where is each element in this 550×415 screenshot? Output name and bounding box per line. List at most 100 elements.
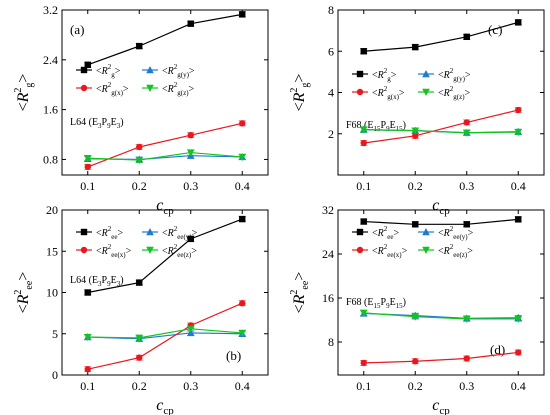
series-line: [363, 312, 519, 320]
data-point: [136, 354, 143, 361]
data-point: [135, 156, 144, 165]
y-tick-label: 1.6: [43, 103, 58, 117]
data-point: [239, 120, 246, 127]
chart-panel-4: 0.1 0.2 0.3 0.4 8 16 24 32 ccp <R2ee> (d) F68 (E15P…: [289, 203, 545, 415]
legend-marker: [146, 84, 154, 92]
legend-marker: [80, 84, 88, 92]
data-point: [411, 127, 420, 135]
x-tick-label: 0.3: [183, 379, 198, 393]
series-ee: [360, 216, 522, 228]
legend-marker: [356, 88, 364, 96]
data-point: [412, 358, 419, 365]
legend-entry: <R2g>: [372, 67, 397, 83]
y-tick-label: 8: [328, 335, 334, 349]
y-tick-label: 0: [52, 368, 58, 382]
legend-entry: <R2g(z)>: [438, 85, 471, 101]
y-tick-label: 20: [46, 203, 58, 217]
series-g: [360, 19, 522, 55]
data-point: [360, 359, 367, 367]
data-point: [238, 153, 247, 161]
y-tick-label: 5: [52, 327, 58, 341]
legend: <R2ee> <R2ee(y)> <R2ee(x)> <R2ee(z)>: [352, 225, 474, 259]
data-point: [411, 313, 420, 321]
chart-panel-2: 0.1 0.2 0.3 0.4 2 4 6 8 ccp <R2g> (c) F68 (E15P9E15…: [289, 3, 545, 217]
data-point: [136, 279, 143, 286]
data-point: [515, 106, 522, 114]
y-axis-label: <R2g>: [289, 74, 311, 112]
data-point: [239, 215, 246, 223]
series-line: [87, 218, 243, 294]
legend-marker: [146, 66, 154, 74]
series-line: [363, 351, 519, 364]
series-line: [87, 302, 243, 370]
data-point: [360, 48, 367, 55]
x-tick-label: 0.1: [356, 179, 371, 193]
panel-label: (a): [70, 22, 84, 37]
x-tick-label: 0.2: [408, 379, 423, 393]
legend-marker: [422, 70, 430, 78]
legend-entry: <R2g(y)>: [438, 67, 471, 83]
x-tick-label: 0.1: [80, 179, 95, 193]
y-tick-label: 10: [46, 286, 58, 300]
legend-entry: <R2g(z)>: [162, 81, 195, 97]
y-axis-label: <R2ee>: [13, 272, 35, 314]
x-tick-label: 0.3: [459, 179, 474, 193]
data-point: [135, 334, 144, 342]
legend-entry: <R2ee(y)>: [162, 225, 198, 241]
data-point: [186, 325, 195, 333]
data-point: [360, 218, 367, 225]
y-tick-label: 24: [322, 247, 334, 261]
x-tick-label: 0.2: [132, 179, 147, 193]
data-point: [84, 61, 91, 68]
data-point: [83, 333, 92, 342]
data-point: [359, 309, 368, 317]
data-point: [83, 154, 92, 163]
legend-marker: [422, 88, 430, 96]
x-tick-label: 0.4: [235, 379, 250, 393]
y-tick-label: 3.2: [43, 3, 58, 17]
data-point: [412, 43, 419, 51]
series-g: [84, 11, 246, 68]
data-point: [187, 235, 194, 243]
data-point: [515, 349, 522, 356]
data-point: [463, 221, 470, 228]
series-ee(z): [359, 309, 523, 323]
data-point: [463, 355, 470, 362]
data-point: [462, 129, 471, 137]
series-line: [363, 21, 519, 52]
series-g(x): [84, 120, 246, 171]
legend: <R2g> <R2g(y)> <R2g(x)> <R2g(z)>: [76, 63, 195, 97]
plot-frame: [61, 9, 269, 176]
chart-panel-3: 0.1 0.2 0.3 0.4 0 5 10 15 20 ccp <R2ee> (b) L64 (E3P…: [13, 203, 269, 415]
legend-marker: [422, 246, 430, 254]
data-point: [412, 132, 419, 140]
legend-marker: [80, 66, 88, 74]
legend-entry: <R2g(y)>: [162, 63, 195, 79]
data-point: [360, 139, 367, 147]
polymer-annotation: F68 (E15P9E15): [346, 297, 406, 310]
x-tick-label: 0.2: [408, 179, 423, 193]
series-g(z): [359, 126, 523, 137]
legend-entry: <R2g>: [96, 63, 121, 79]
data-point: [359, 126, 368, 134]
x-axis-label: ccp: [156, 197, 174, 217]
plot-frame: [337, 209, 545, 376]
data-point: [239, 300, 246, 307]
legend: <R2ee> <R2ee(y)> <R2ee(x)> <R2ee(z)>: [76, 225, 198, 259]
x-tick-label: 0.4: [511, 179, 526, 193]
data-point: [136, 143, 143, 151]
y-tick-label: 0.8: [43, 152, 58, 166]
data-point: [84, 163, 91, 171]
legend-entry: <R2ee>: [96, 225, 123, 241]
data-point: [187, 131, 194, 139]
legend-marker: [356, 70, 364, 78]
data-point: [515, 216, 522, 223]
legend-marker: [146, 246, 154, 254]
panel-label: (b): [226, 348, 241, 363]
legend-entry: <R2ee>: [372, 225, 399, 241]
legend-marker: [356, 228, 364, 236]
data-point: [462, 315, 471, 323]
data-point: [463, 119, 470, 126]
legend-entry: <R2ee(y)>: [438, 225, 474, 241]
